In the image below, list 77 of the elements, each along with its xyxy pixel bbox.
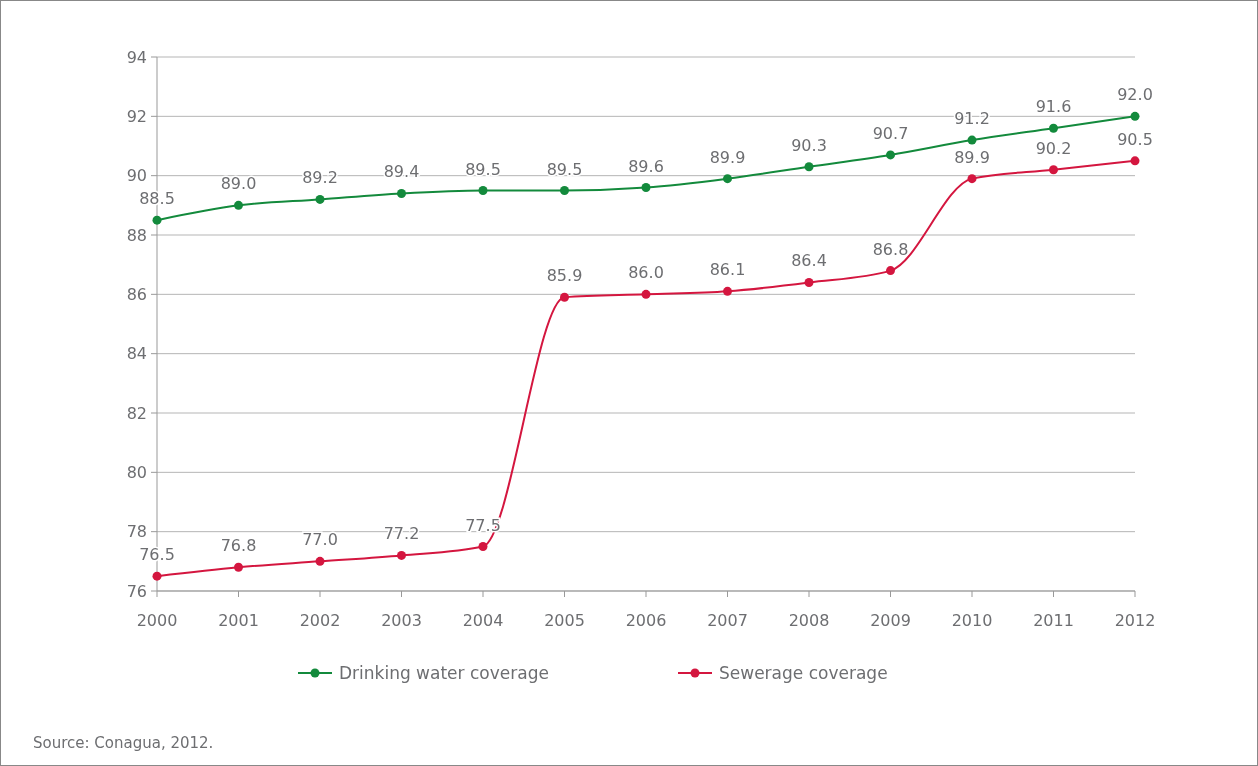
x-tick-label: 2007 <box>707 611 748 630</box>
point <box>560 292 569 302</box>
x-tick-label: 2003 <box>381 611 422 630</box>
data-label: 77.0 <box>302 530 338 550</box>
point <box>560 186 569 195</box>
data-label: 91.6 <box>1035 97 1072 117</box>
y-tick-label: 76 <box>126 581 147 601</box>
data-label: 86.1 <box>709 260 746 280</box>
y-tick-label: 84 <box>126 344 147 364</box>
data-label: 90.7 <box>872 123 909 143</box>
point <box>804 277 814 287</box>
data-label: 86.0 <box>628 263 664 283</box>
x-tick-label: 2010 <box>951 611 993 630</box>
data-label: 89.0 <box>220 174 257 194</box>
point <box>886 150 895 160</box>
y-tick-label: 94 <box>126 47 147 67</box>
point <box>397 550 406 560</box>
data-label: 89.5 <box>465 159 501 179</box>
data-label: 90.2 <box>1035 138 1072 158</box>
data-label: 86.8 <box>872 239 909 259</box>
point <box>641 289 651 299</box>
point <box>886 266 895 276</box>
x-tick-label: 2004 <box>462 611 504 630</box>
point <box>152 571 162 581</box>
point <box>478 542 488 551</box>
x-tick-label: 2009 <box>870 611 911 630</box>
point <box>804 162 814 172</box>
y-tick-label: 86 <box>126 284 147 304</box>
data-label: 91.2 <box>954 109 990 129</box>
point <box>967 174 977 184</box>
x-tick-label: 2012 <box>1114 611 1156 630</box>
x-tick-label: 2002 <box>299 611 341 630</box>
data-label: 76.5 <box>139 545 175 565</box>
data-label: 90.3 <box>791 135 827 155</box>
point <box>1049 165 1058 175</box>
point <box>723 286 732 296</box>
legend-label: Drinking water coverage <box>339 662 549 683</box>
data-label: 89.2 <box>302 168 338 188</box>
y-tick-label: 80 <box>126 462 147 482</box>
data-label: 90.5 <box>1117 129 1153 149</box>
y-tick-label: 78 <box>126 522 147 542</box>
y-tick-label: 92 <box>126 106 147 126</box>
y-tick-label: 82 <box>126 403 147 423</box>
x-tick-label: 2008 <box>788 611 830 630</box>
data-label: 89.5 <box>546 159 583 179</box>
x-tick-label: 2006 <box>625 611 667 630</box>
x-tick-label: 2000 <box>136 611 178 630</box>
y-tick-label: 90 <box>126 166 147 186</box>
y-tick-label: 88 <box>126 225 147 245</box>
point <box>152 215 162 225</box>
point <box>234 200 243 210</box>
data-label: 77.2 <box>383 524 420 544</box>
source-note: Source: Conagua, 2012. <box>33 734 214 752</box>
x-tick-label: 2005 <box>544 611 585 630</box>
data-label: 89.9 <box>954 147 990 167</box>
point <box>478 186 488 195</box>
data-label: 85.9 <box>546 266 583 286</box>
point <box>315 556 325 566</box>
point <box>234 562 243 572</box>
point <box>1130 111 1140 121</box>
data-label: 92.0 <box>1117 85 1153 105</box>
point <box>641 183 651 193</box>
data-label: 86.4 <box>791 251 827 271</box>
x-tick-label: 2011 <box>1033 611 1074 630</box>
point <box>723 174 732 184</box>
point <box>315 194 325 204</box>
point <box>1130 156 1140 166</box>
data-label: 89.9 <box>709 147 746 167</box>
point <box>1049 123 1058 133</box>
data-label: 76.8 <box>220 536 257 556</box>
data-label: 89.4 <box>383 162 420 182</box>
point <box>397 188 406 198</box>
x-tick-label: 2001 <box>218 611 259 630</box>
data-label: 89.6 <box>628 156 664 176</box>
point <box>967 135 977 145</box>
legend-label: Sewerage coverage <box>719 662 888 683</box>
data-label: 88.5 <box>139 189 175 209</box>
